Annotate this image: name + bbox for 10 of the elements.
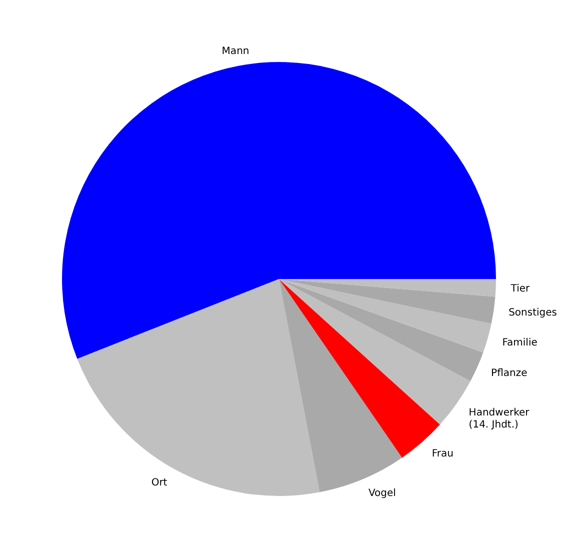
slice-label: Tier	[510, 283, 531, 294]
slice-label: Sonstiges	[508, 307, 558, 318]
slice-label: Ort	[151, 477, 168, 488]
slice-label: Familie	[502, 337, 538, 348]
slice-label: Mann	[222, 46, 250, 58]
slice-label: Pflanze	[491, 368, 528, 380]
pie-slice	[62, 62, 496, 359]
slice-label: Handwerker (14. Jhdt.)	[468, 407, 530, 430]
slice-label: Vogel	[368, 488, 396, 500]
slice-label: Frau	[432, 448, 454, 460]
